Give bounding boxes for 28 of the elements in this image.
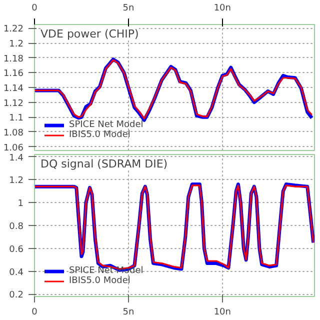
chart-title: VDE power (CHIP): [40, 28, 139, 40]
x-tick-label: 5n: [122, 308, 134, 318]
y-tick-label: 1.06: [3, 143, 24, 154]
y-tick-label: 1.16: [3, 69, 24, 80]
x2-tick-label: 0: [32, 4, 38, 14]
y-tick-label: 1.08: [3, 128, 24, 138]
y-tick-label: 0.4: [9, 268, 24, 278]
y-tick-label: 1.14: [3, 84, 24, 94]
y-tick-label: 1.18: [3, 54, 24, 64]
x-tick-label: 10n: [214, 308, 231, 318]
y-tick-label: 0.6: [9, 244, 24, 255]
legend-label: SPICE Net Model: [69, 120, 144, 130]
legend-label: SPICE Net Model: [69, 266, 144, 276]
y-tick-label: 1.1: [9, 114, 24, 124]
y-tick-label: 1.2: [9, 40, 24, 50]
x2-tick-label: 5n: [122, 4, 134, 14]
y-tick-label: 1.12: [3, 98, 24, 109]
y-tick-label: 1.2: [9, 176, 24, 186]
x2-tick-label: 10n: [214, 4, 231, 14]
y-tick-label: 1.22: [3, 24, 24, 35]
y-tick-label: 0.2: [9, 290, 24, 301]
x-tick-label: 0: [32, 308, 38, 318]
legend-label: IBIS5.0 Model: [69, 276, 130, 286]
y-tick-label: 0.8: [9, 222, 24, 232]
chart-title: DQ signal (SDRAM DIE): [40, 158, 168, 170]
y-tick-label: 1: [18, 199, 24, 210]
y-tick-label: 1.4: [9, 153, 24, 164]
legend-label: IBIS5.0 Model: [69, 130, 130, 140]
